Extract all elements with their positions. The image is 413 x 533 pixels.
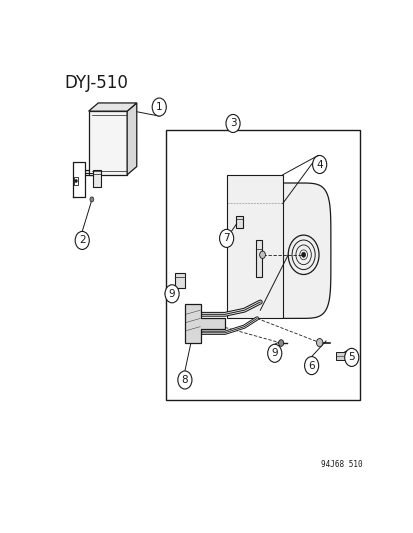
Circle shape	[75, 179, 77, 183]
Polygon shape	[256, 183, 330, 318]
Text: 5: 5	[348, 352, 354, 362]
FancyBboxPatch shape	[74, 177, 78, 185]
Polygon shape	[88, 103, 136, 111]
Text: 8: 8	[181, 375, 188, 385]
Text: 3: 3	[229, 118, 236, 128]
Circle shape	[304, 357, 318, 375]
Circle shape	[75, 231, 89, 249]
Text: 7: 7	[223, 233, 229, 244]
Polygon shape	[88, 111, 127, 175]
Circle shape	[312, 156, 326, 174]
Circle shape	[152, 98, 166, 116]
Text: DYJ-510: DYJ-510	[64, 74, 128, 92]
Circle shape	[267, 344, 281, 362]
Circle shape	[316, 338, 322, 347]
FancyBboxPatch shape	[165, 130, 359, 400]
Polygon shape	[185, 304, 225, 343]
Text: 6: 6	[308, 361, 314, 370]
Text: 9: 9	[169, 289, 175, 299]
Text: 2: 2	[79, 236, 85, 245]
Text: 4: 4	[316, 159, 322, 169]
Circle shape	[259, 251, 265, 259]
Polygon shape	[226, 175, 282, 318]
Circle shape	[225, 115, 240, 133]
Text: 1: 1	[156, 102, 162, 112]
Polygon shape	[127, 103, 136, 175]
Text: 9: 9	[271, 348, 278, 358]
Circle shape	[90, 197, 94, 202]
Circle shape	[301, 252, 305, 257]
Text: 94J68 510: 94J68 510	[320, 461, 362, 470]
FancyBboxPatch shape	[93, 170, 101, 187]
FancyBboxPatch shape	[236, 216, 243, 228]
Circle shape	[278, 340, 283, 346]
Circle shape	[219, 229, 233, 247]
FancyBboxPatch shape	[335, 352, 347, 360]
Circle shape	[178, 371, 192, 389]
Circle shape	[165, 285, 179, 303]
FancyBboxPatch shape	[256, 240, 261, 277]
Circle shape	[344, 349, 358, 366]
FancyBboxPatch shape	[175, 273, 184, 288]
